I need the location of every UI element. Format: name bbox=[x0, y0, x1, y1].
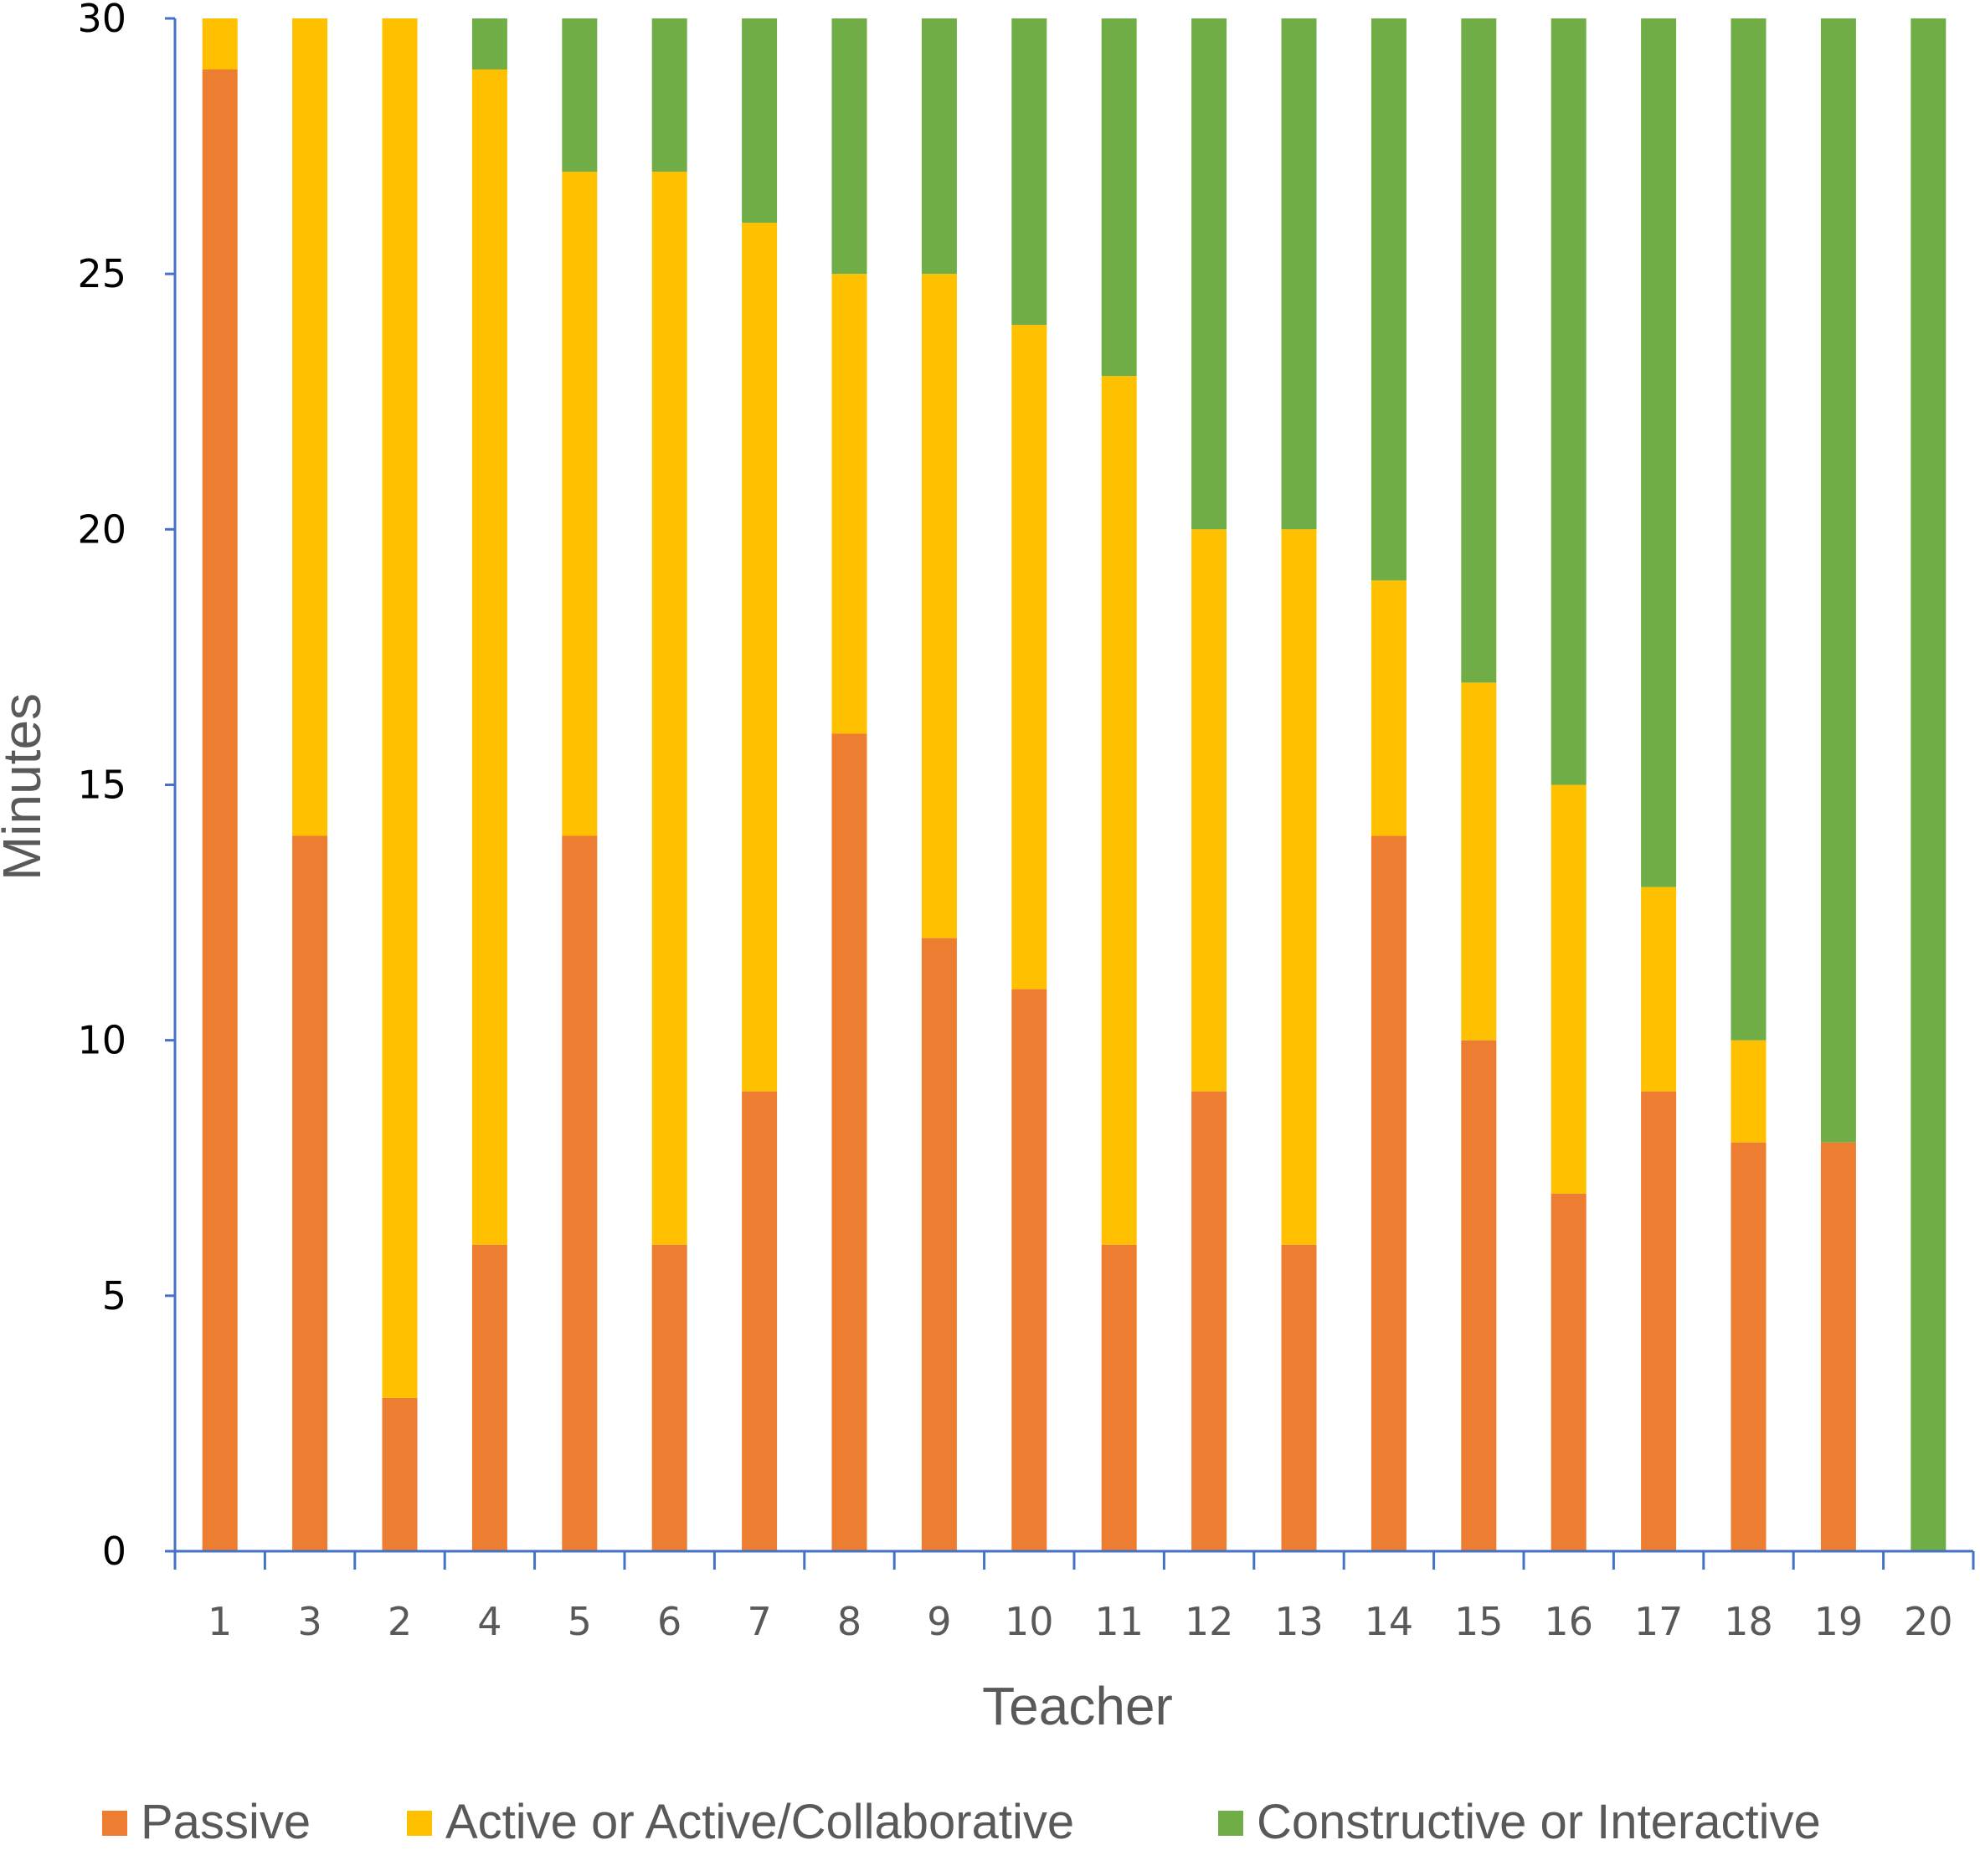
bar-teacher-14-series-1 bbox=[1371, 835, 1407, 1551]
y-tick-label: 15 bbox=[77, 763, 126, 808]
bar-teacher-4-series-3 bbox=[471, 18, 507, 69]
y-tick-label: 10 bbox=[77, 1018, 126, 1063]
bar-teacher-9-series-3 bbox=[921, 18, 957, 275]
bar-teacher-6-series-3 bbox=[651, 18, 687, 172]
bar-teacher-20-series-3 bbox=[1911, 18, 1947, 1551]
x-tick-label: 2 bbox=[388, 1599, 412, 1644]
x-tick-label: 17 bbox=[1634, 1599, 1684, 1644]
x-tick-label: 16 bbox=[1544, 1599, 1593, 1644]
bar-teacher-8-series-1 bbox=[831, 733, 867, 1551]
x-tick-label: 13 bbox=[1274, 1599, 1324, 1644]
legend-swatch-2 bbox=[407, 1811, 432, 1836]
x-tick-label: 19 bbox=[1814, 1599, 1864, 1644]
bar-teacher-16-series-3 bbox=[1551, 18, 1587, 785]
x-tick-label: 15 bbox=[1454, 1599, 1504, 1644]
x-tick-label: 3 bbox=[297, 1599, 321, 1644]
x-tick-label: 6 bbox=[657, 1599, 681, 1644]
x-tick-label: 1 bbox=[208, 1599, 232, 1644]
bar-teacher-14-series-2 bbox=[1371, 580, 1407, 836]
bar-teacher-18-series-2 bbox=[1731, 1040, 1767, 1143]
bar-teacher-18-series-3 bbox=[1731, 18, 1767, 1041]
x-tick-label: 5 bbox=[568, 1599, 592, 1644]
legend: Passive Active or Active/Collaborative Con… bbox=[102, 1795, 1821, 1849]
bar-teacher-5-series-1 bbox=[562, 835, 598, 1551]
bar-teacher-6-series-1 bbox=[651, 1244, 687, 1551]
x-tick-label: 14 bbox=[1365, 1599, 1414, 1644]
y-tick-label: 5 bbox=[102, 1273, 126, 1318]
bar-teacher-9-series-1 bbox=[921, 938, 957, 1551]
bar-teacher-15-series-2 bbox=[1461, 682, 1497, 1041]
bar-teacher-11-series-2 bbox=[1101, 376, 1137, 1245]
bar-teacher-11-series-1 bbox=[1101, 1244, 1137, 1551]
bar-teacher-5-series-2 bbox=[562, 172, 598, 836]
bar-teacher-18-series-1 bbox=[1731, 1142, 1767, 1551]
bar-teacher-8-series-2 bbox=[831, 274, 867, 734]
bar-teacher-16-series-1 bbox=[1551, 1193, 1587, 1551]
bar-teacher-16-series-2 bbox=[1551, 784, 1587, 1194]
bar-teacher-5-series-3 bbox=[562, 18, 598, 172]
bar-teacher-12-series-2 bbox=[1191, 529, 1227, 1092]
bar-teacher-7-series-2 bbox=[742, 223, 778, 1092]
legend-swatch-1 bbox=[102, 1811, 127, 1836]
bar-teacher-10-series-1 bbox=[1011, 989, 1047, 1551]
bar-teacher-15-series-3 bbox=[1461, 18, 1497, 683]
legend-swatch-3 bbox=[1218, 1811, 1243, 1836]
bars-layer bbox=[202, 18, 1947, 1551]
y-axis-title: Minutes bbox=[0, 693, 52, 881]
bar-teacher-4-series-1 bbox=[471, 1244, 507, 1551]
x-tick-label: 10 bbox=[1005, 1599, 1054, 1644]
bar-teacher-12-series-1 bbox=[1191, 1091, 1227, 1551]
axes-layer bbox=[173, 18, 1973, 1553]
x-tick-label: 8 bbox=[837, 1599, 861, 1644]
y-axis-ticks: 0 5 10 15 20 25 30 bbox=[77, 0, 175, 1574]
bar-teacher-6-series-2 bbox=[651, 172, 687, 1245]
bar-teacher-8-series-3 bbox=[831, 18, 867, 275]
bar-teacher-7-series-3 bbox=[742, 18, 778, 224]
bar-teacher-13-series-2 bbox=[1281, 529, 1317, 1245]
bar-teacher-2-series-1 bbox=[382, 1397, 418, 1551]
bar-teacher-17-series-2 bbox=[1641, 887, 1677, 1092]
x-tick-label: 4 bbox=[477, 1599, 501, 1644]
bar-teacher-3-series-1 bbox=[292, 835, 328, 1551]
bar-teacher-15-series-1 bbox=[1461, 1040, 1497, 1551]
bar-teacher-7-series-1 bbox=[742, 1091, 778, 1551]
x-tick-label: 9 bbox=[927, 1599, 951, 1644]
legend-label-3: Constructive or Interactive bbox=[1257, 1795, 1821, 1849]
bar-teacher-2-series-2 bbox=[382, 18, 418, 1398]
bar-teacher-12-series-3 bbox=[1191, 18, 1227, 530]
bar-teacher-19-series-1 bbox=[1820, 1142, 1856, 1551]
legend-label-2: Active or Active/Collaborative bbox=[445, 1795, 1074, 1849]
y-tick-label: 30 bbox=[77, 0, 126, 41]
bar-teacher-17-series-3 bbox=[1641, 18, 1677, 887]
x-axis-ticks: 1 3 2 4 5 6 7 8 9 10 11 12 13 14 15 16 17 18 19 20 bbox=[173, 1551, 1975, 1644]
bar-teacher-1-series-1 bbox=[202, 69, 238, 1551]
y-tick-label: 25 bbox=[77, 251, 126, 296]
x-axis-title: Teacher bbox=[982, 1676, 1173, 1736]
y-tick-label: 0 bbox=[102, 1529, 126, 1574]
bar-teacher-19-series-3 bbox=[1820, 18, 1856, 1143]
legend-label-1: Passive bbox=[141, 1795, 311, 1849]
y-tick-label: 20 bbox=[77, 506, 126, 552]
bar-teacher-13-series-1 bbox=[1281, 1244, 1317, 1551]
bar-teacher-10-series-2 bbox=[1011, 325, 1047, 989]
bar-teacher-9-series-2 bbox=[921, 274, 957, 938]
bar-teacher-10-series-3 bbox=[1011, 18, 1047, 326]
bar-teacher-3-series-2 bbox=[292, 18, 328, 836]
bar-teacher-4-series-2 bbox=[471, 69, 507, 1245]
x-tick-label: 20 bbox=[1904, 1599, 1953, 1644]
x-tick-label: 12 bbox=[1185, 1599, 1234, 1644]
x-tick-label: 11 bbox=[1094, 1599, 1144, 1644]
bar-teacher-1-series-2 bbox=[202, 18, 238, 69]
x-tick-label: 18 bbox=[1724, 1599, 1773, 1644]
x-tick-label: 7 bbox=[747, 1599, 771, 1644]
bar-teacher-14-series-3 bbox=[1371, 18, 1407, 581]
bar-teacher-17-series-1 bbox=[1641, 1091, 1677, 1551]
bar-teacher-13-series-3 bbox=[1281, 18, 1317, 530]
bar-teacher-11-series-3 bbox=[1101, 18, 1137, 377]
